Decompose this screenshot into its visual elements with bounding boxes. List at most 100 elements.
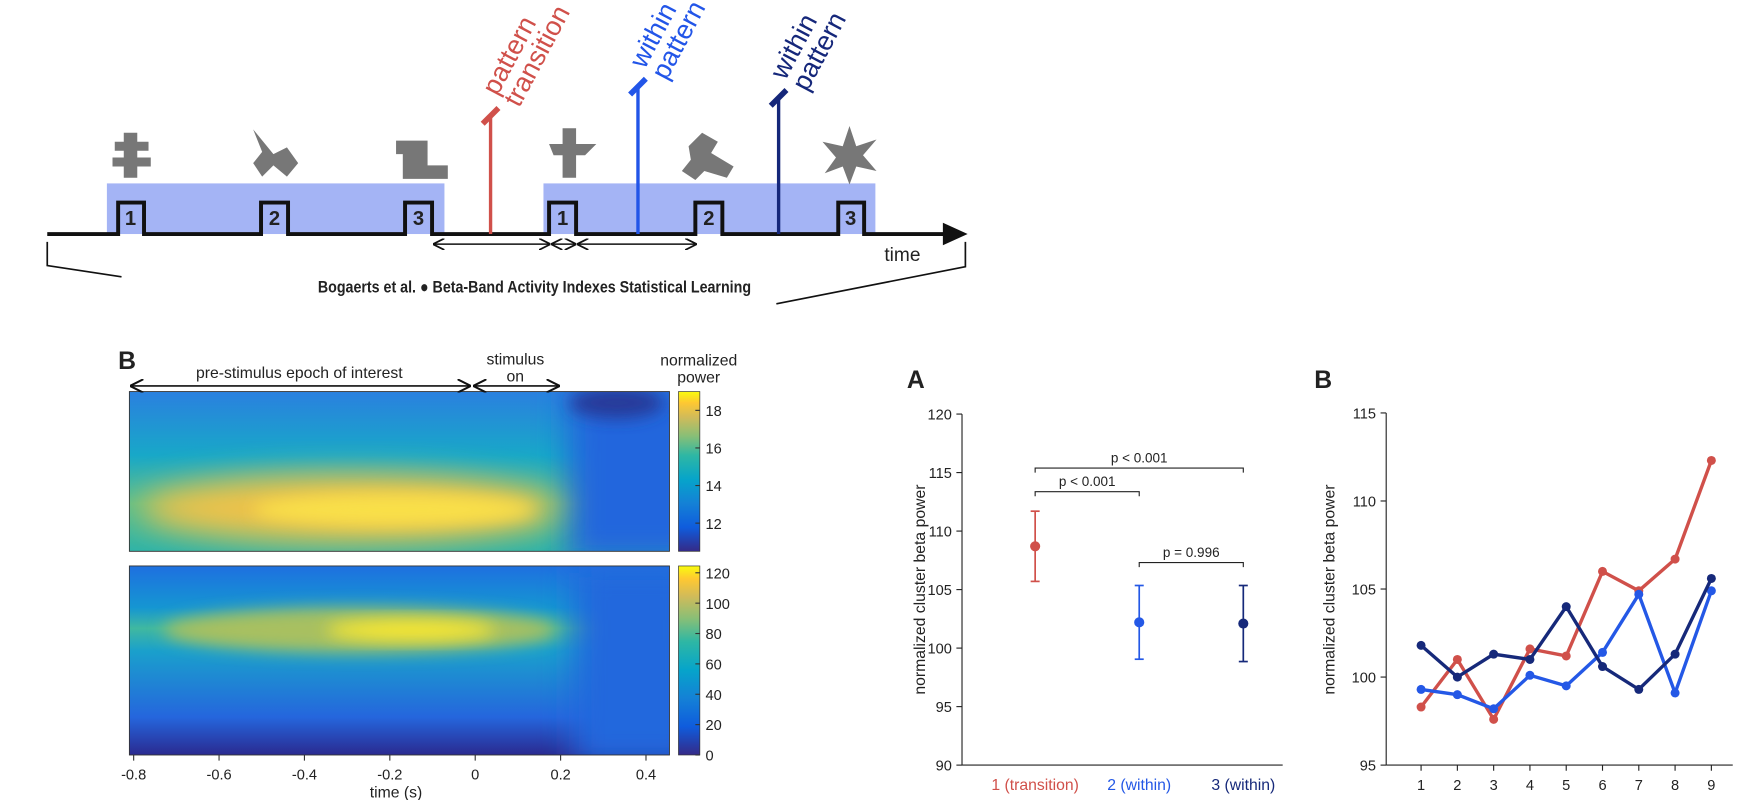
significance-label: p = 0.996 [1163,545,1220,560]
y-tick-label: 100 [1352,671,1376,687]
x-tick-label: -0.6 [206,768,231,784]
point [1598,662,1608,672]
significance-bracket [1138,562,1244,568]
y-tick-label: 115 [929,466,952,482]
annotation: patterntransition [476,0,576,111]
x-tick-label: 4 [1526,778,1534,794]
heatmap-panel: B pre-stimulus epoch of interest stimulu… [118,348,737,800]
colorbar-tick-label: 60 [705,658,721,674]
panel-label: B [118,348,136,375]
stimulus-number: 1 [125,208,136,230]
annotation: stimulus on [486,352,544,386]
point [1561,681,1571,691]
stimulus-number: 1 [557,208,568,230]
y-tick-label: 95 [936,700,952,716]
y-tick-label: 105 [1352,583,1376,599]
point [1525,670,1535,680]
significance-label: p < 0.001 [1059,474,1116,489]
x-tick-label: 3 (within) [1211,777,1275,794]
colorbar-tick-label: 100 [705,597,729,613]
y-tick-label: 115 [1353,407,1376,423]
series-line [1419,459,1713,723]
point [1416,684,1426,694]
point [1452,654,1462,664]
stimulus-number: 2 [703,208,714,230]
y-tick-label: 90 [936,759,952,775]
point [1134,617,1145,628]
point [1452,690,1462,700]
y-axis-label: normalized cluster beta power [1321,485,1338,695]
point [1525,654,1535,664]
annotation: pre-stimulus epoch of interest [196,365,403,382]
point [1489,704,1499,714]
point [1525,644,1535,654]
colorbar-tick-label: 12 [705,517,721,533]
colorbar-tick-label: 18 [705,404,721,420]
point [1452,672,1462,682]
point [1706,586,1716,596]
point [1670,688,1680,698]
point [1598,566,1608,576]
y-tick-label: 110 [929,525,952,541]
y-tick-label: 110 [1353,495,1376,511]
heatmap [129,391,670,552]
x-tick-label: -0.2 [377,768,402,784]
x-tick-label: 0.2 [550,768,570,784]
point [1416,640,1426,650]
colorbar-tick-label: 16 [705,442,721,458]
point [1634,684,1644,694]
pattern-block [543,183,876,235]
point [1416,702,1426,712]
caption: Bogaerts et al. ● Beta-Band Activity Ind… [318,278,751,297]
colorbar-tick-label: 40 [705,688,721,704]
x-tick-label: 0.4 [636,768,656,784]
x-tick-label: -0.4 [292,768,317,784]
x-tick-label: 0 [471,768,479,784]
point [1238,618,1249,629]
colorbar-tick-label: 20 [705,718,721,734]
time-arrow [942,222,968,246]
y-tick-label: 105 [927,583,951,599]
stimulus-icons [112,126,877,185]
point [1030,541,1041,552]
x-tick-label: 2 (within) [1107,777,1171,794]
y-tick-label: 100 [927,642,951,658]
x-tick-label: 1 (transition) [991,777,1079,794]
point [1598,647,1608,657]
y-tick-label: 95 [1360,759,1376,775]
point [1489,649,1499,659]
x-tick-label: 9 [1707,778,1715,794]
significance-label: p < 0.001 [1111,450,1168,465]
point [1706,455,1716,465]
colorbar-tick-label: 0 [705,749,713,765]
significance-bracket [1034,491,1140,497]
stimulus-number: 3 [845,208,856,230]
pattern-block [106,183,445,235]
x-tick-label: 6 [1598,778,1606,794]
point [1489,714,1499,724]
annotation: withinpattern [764,0,852,96]
panel-label: B [1314,367,1332,394]
annotation: withinpattern [623,0,711,85]
x-tick-label: 7 [1635,778,1643,794]
x-tick-label: 5 [1562,778,1570,794]
point [1561,602,1571,612]
colorbar-tick-label: 120 [705,566,729,582]
point [1670,649,1680,659]
x-tick-label: 3 [1490,778,1498,794]
x-axis-label: time (s) [370,785,423,800]
x-tick-label: -0.8 [121,768,146,784]
significance-bracket [1034,467,1244,473]
stimulus-number: 2 [269,208,280,230]
colorbar-tick-label: 80 [705,627,721,643]
time-label: time [884,245,920,266]
point [1670,554,1680,564]
heatmap [129,565,670,755]
y-tick-label: 120 [927,408,951,424]
stimulus-number: 3 [413,208,424,230]
colorbar-label: normalized power [660,353,737,387]
panel-label: A [907,367,925,394]
point [1561,651,1571,661]
timeline-diagram: patterntransition withinpattern withinpa… [46,0,968,305]
